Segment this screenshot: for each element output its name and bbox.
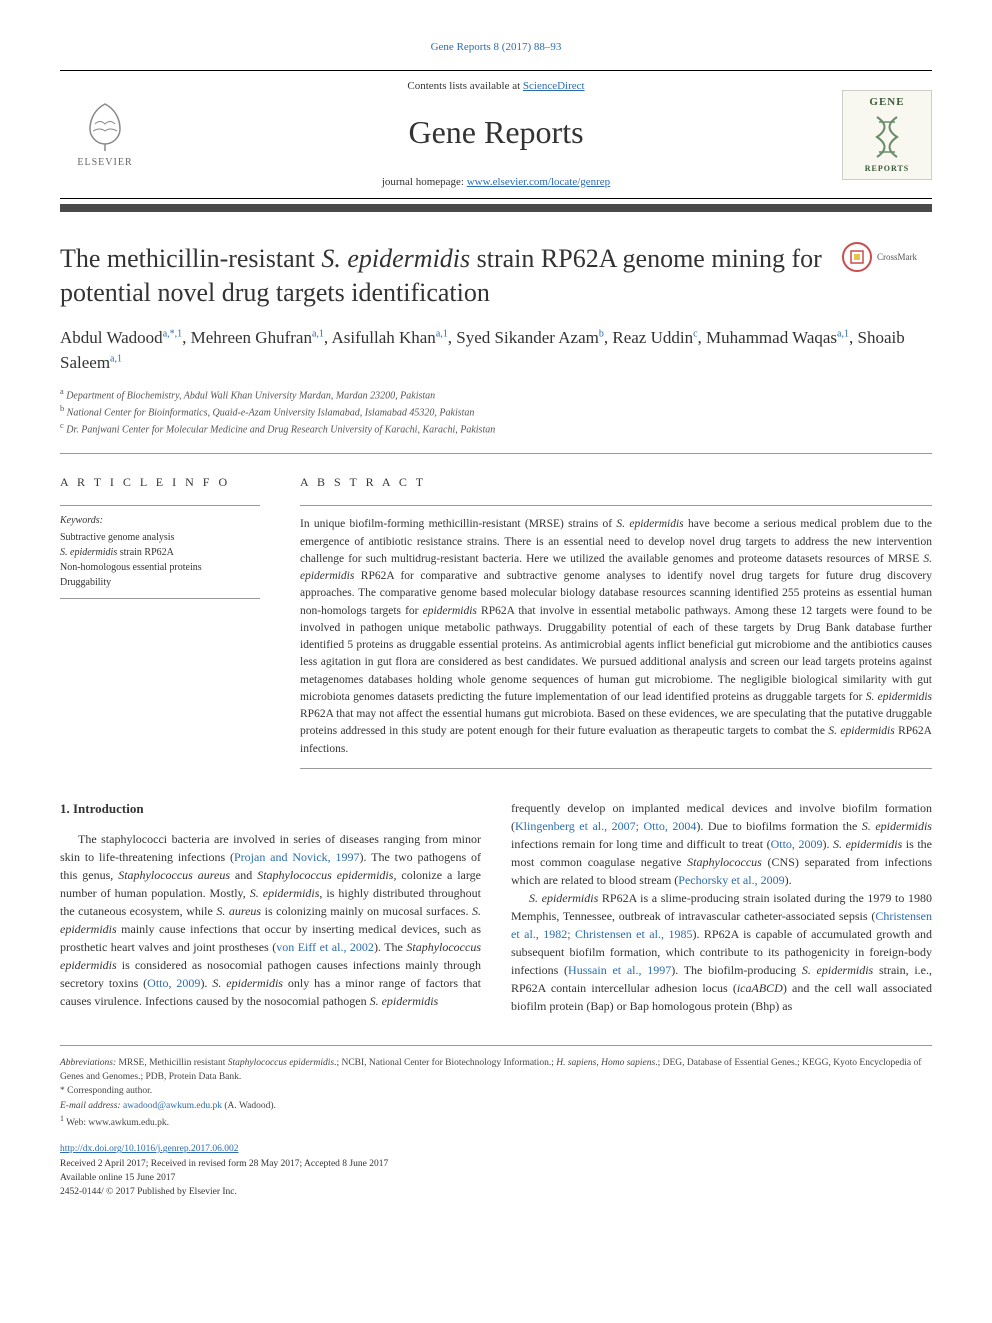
- header-band: ELSEVIER Contents lists available at Sci…: [60, 70, 932, 199]
- title-pre: The methicillin-resistant: [60, 244, 321, 273]
- gene-logo-subtitle: REPORTS: [865, 163, 910, 174]
- title-em: S. epidermidis: [321, 244, 470, 273]
- contents-text: Contents lists available at: [407, 80, 522, 92]
- web-line: 1 Web: www.awkum.edu.pk.: [60, 1113, 932, 1130]
- affiliation-b: b National Center for Bioinformatics, Qu…: [60, 403, 932, 420]
- email-label: E-mail address:: [60, 1101, 123, 1111]
- available-line: Available online 15 June 2017: [60, 1171, 932, 1185]
- abbrev-text: MRSE, Methicillin resistant Staphylococc…: [60, 1058, 921, 1082]
- abbrev-label: Abbreviations:: [60, 1058, 116, 1068]
- sciencedirect-link[interactable]: ScienceDirect: [523, 80, 585, 92]
- homepage-text: journal homepage:: [382, 176, 467, 188]
- keywords-list: Subtractive genome analysisS. epidermidi…: [60, 530, 260, 599]
- dna-helix-icon: [862, 112, 912, 162]
- article-info: A R T I C L E I N F O Keywords: Subtract…: [60, 474, 260, 769]
- keywords-label: Keywords:: [60, 505, 260, 528]
- intro-p1-cont: frequently develop on implanted medical …: [511, 799, 932, 889]
- introduction-heading: 1. Introduction: [60, 799, 481, 819]
- article-info-heading: A R T I C L E I N F O: [60, 474, 260, 491]
- article-title: The methicillin-resistant S. epidermidis…: [60, 242, 842, 310]
- issn-line: 2452-0144/ © 2017 Published by Elsevier …: [60, 1185, 932, 1199]
- contents-line: Contents lists available at ScienceDirec…: [150, 79, 842, 94]
- intro-p1: The staphylococci bacteria are involved …: [60, 830, 481, 1010]
- corresponding-author: * Corresponding author.: [60, 1084, 932, 1098]
- received-line: Received 2 April 2017; Received in revis…: [60, 1157, 932, 1171]
- crossmark-badge[interactable]: CrossMark: [842, 242, 932, 272]
- abbreviations: Abbreviations: MRSE, Methicillin resista…: [60, 1056, 932, 1085]
- elsevier-text: ELSEVIER: [77, 156, 132, 170]
- abstract-heading: A B S T R A C T: [300, 474, 932, 491]
- gene-logo-title: GENE: [869, 95, 904, 110]
- footer-block: Abbreviations: MRSE, Methicillin resista…: [60, 1056, 932, 1130]
- gene-logo: GENE REPORTS: [842, 90, 932, 180]
- affiliations: a Department of Biochemistry, Abdul Wali…: [60, 386, 932, 438]
- email-link[interactable]: awadood@awkum.edu.pk: [123, 1101, 222, 1111]
- body-columns: 1. Introduction The staphylococci bacter…: [60, 799, 932, 1015]
- top-citation[interactable]: Gene Reports 8 (2017) 88–93: [60, 40, 932, 55]
- abstract-text: In unique biofilm-forming methicillin-re…: [300, 505, 932, 769]
- homepage-link[interactable]: www.elsevier.com/locate/genrep: [467, 176, 610, 188]
- body-col-right: frequently develop on implanted medical …: [511, 799, 932, 1015]
- crossmark-inner-icon: [849, 249, 865, 265]
- intro-p2: S. epidermidis RP62A is a slime-producin…: [511, 889, 932, 1015]
- journal-name: Gene Reports: [150, 110, 842, 155]
- footer-separator: [60, 1045, 932, 1046]
- abstract-column: A B S T R A C T In unique biofilm-formin…: [300, 474, 932, 769]
- body-col-left: 1. Introduction The staphylococci bacter…: [60, 799, 481, 1015]
- elsevier-logo: ELSEVIER: [60, 90, 150, 180]
- crossmark-text: CrossMark: [877, 251, 917, 264]
- affiliation-a: a Department of Biochemistry, Abdul Wali…: [60, 386, 932, 403]
- thick-rule: [60, 204, 932, 212]
- crossmark-circle-icon: [842, 242, 872, 272]
- homepage-line: journal homepage: www.elsevier.com/locat…: [150, 175, 842, 190]
- header-center: Contents lists available at ScienceDirec…: [150, 79, 842, 190]
- authors: Abdul Wadooda,*,1, Mehreen Ghufrana,1, A…: [60, 325, 932, 376]
- elsevier-tree-icon: [75, 99, 135, 154]
- email-name: (A. Wadood).: [222, 1101, 276, 1111]
- doi-block: http://dx.doi.org/10.1016/j.genrep.2017.…: [60, 1142, 932, 1199]
- doi-link[interactable]: http://dx.doi.org/10.1016/j.genrep.2017.…: [60, 1144, 238, 1154]
- email-line: E-mail address: awadood@awkum.edu.pk (A.…: [60, 1099, 932, 1113]
- affiliation-c: c Dr. Panjwani Center for Molecular Medi…: [60, 420, 932, 437]
